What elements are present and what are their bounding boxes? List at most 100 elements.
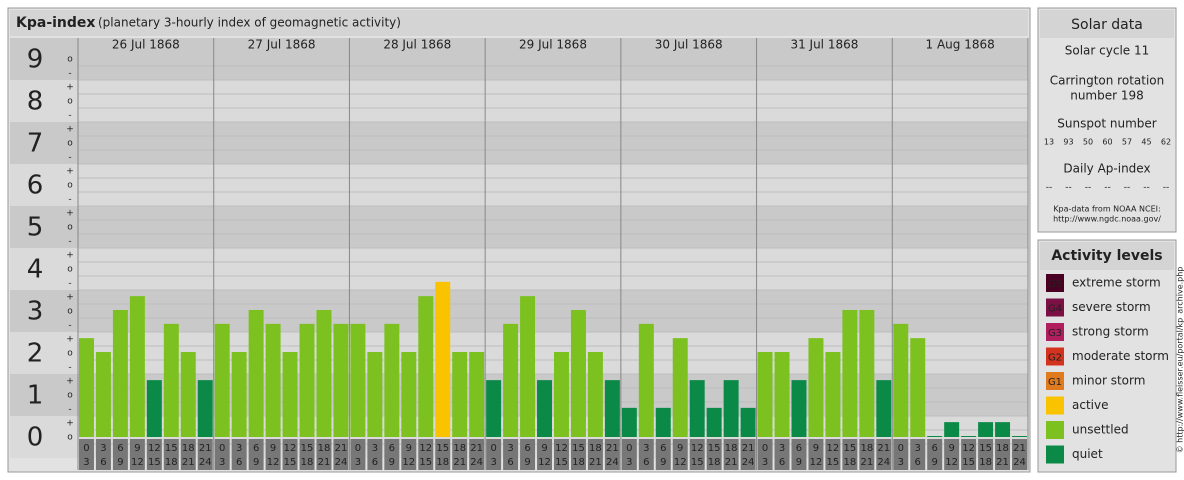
bar [842,310,858,437]
hour-box [910,439,926,470]
sub-label: - [68,237,71,247]
day-label: 26 Jul 1868 [112,38,180,52]
bar [757,352,773,437]
y-tick-label: 5 [27,213,44,243]
hour-to: 6 [236,457,242,468]
sub-label: o [67,307,73,317]
sub-label: - [68,195,71,205]
hour-box [638,439,654,470]
hour-from: 18 [453,443,466,454]
carrington: Carrington rotation [1050,74,1164,88]
hour-to: 15 [555,457,568,468]
legend-swatch [1046,445,1064,464]
legend-label: moderate storm [1072,349,1169,363]
hour-from: 18 [996,443,1009,454]
band [10,164,1028,206]
legend-label: strong storm [1072,325,1149,339]
sub-label: - [68,69,71,79]
bar [163,323,179,437]
bar [384,323,400,437]
legend-label: active [1072,398,1108,412]
hour-box [384,439,400,470]
carrington: number 198 [1070,89,1144,103]
hour-from: 9 [406,443,412,454]
legend-swatch [1046,372,1064,390]
hour-to: 15 [148,457,161,468]
hour-from: 0 [626,443,632,454]
hour-from: 12 [419,443,432,454]
bar [961,436,977,437]
hour-from: 15 [844,443,857,454]
hour-to: 3 [490,457,496,468]
hour-box [554,439,569,470]
hour-box [927,439,943,470]
bar [537,380,552,437]
hour-box [520,439,536,470]
y-tick-label: 9 [27,45,44,75]
bar [706,407,722,437]
hour-to: 15 [284,457,297,468]
hour-from: 9 [270,443,276,454]
hour-box [503,439,519,470]
hour-from: 9 [541,443,547,454]
hour-from: 0 [762,443,768,454]
bar [197,380,213,437]
hour-to: 24 [470,457,483,468]
hour-to: 9 [932,457,938,468]
hour-to: 9 [796,457,802,468]
hour-to: 18 [572,457,585,468]
hour-box [740,439,756,470]
hour-box [129,439,145,470]
hour-from: 12 [555,443,568,454]
legend-title: Activity levels [1051,248,1162,264]
sunspot-value: 57 [1122,138,1132,147]
bar [927,436,943,437]
legend-label: quiet [1072,447,1103,461]
hour-box [537,439,552,470]
hour-from: 9 [134,443,140,454]
hour-box [367,439,383,470]
hour-from: 18 [725,443,738,454]
legend-label: extreme storm [1072,276,1161,290]
solar-header [1040,10,1174,38]
hour-box [944,439,960,470]
hour-from: 6 [117,443,123,454]
hour-to: 21 [996,457,1009,468]
day-label: 30 Jul 1868 [655,38,723,52]
bar [655,407,671,437]
sub-label: + [66,419,74,429]
hour-to: 12 [267,457,280,468]
band [10,290,1028,332]
hour-to: 18 [436,457,449,468]
sub-label: o [67,433,73,443]
hour-to: 24 [1013,457,1026,468]
bar [808,338,824,437]
hour-box [757,439,773,470]
bar [638,323,654,437]
hour-from: 15 [708,443,721,454]
legend-label: minor storm [1072,374,1145,388]
hour-box [893,439,909,470]
hour-from: 21 [606,443,619,454]
bar [554,352,569,437]
hour-box [248,439,264,470]
hour-box [961,439,977,470]
day-label: 29 Jul 1868 [519,38,587,52]
sub-label: o [67,349,73,359]
hour-to: 3 [355,457,361,468]
sub-label: + [66,167,74,177]
hour-box [299,439,315,470]
title: Kpa-index [16,15,95,31]
legend-swatch [1046,298,1064,317]
bar [486,380,502,437]
hour-to: 6 [779,457,785,468]
band [10,374,1028,416]
solar-title: Solar data [1071,17,1143,33]
hour-box [655,439,671,470]
hour-from: 9 [948,443,954,454]
sub-label: + [66,209,74,219]
bar [248,310,264,437]
hour-to: 9 [660,457,666,468]
hour-from: 3 [779,443,785,454]
hour-from: 0 [219,443,225,454]
